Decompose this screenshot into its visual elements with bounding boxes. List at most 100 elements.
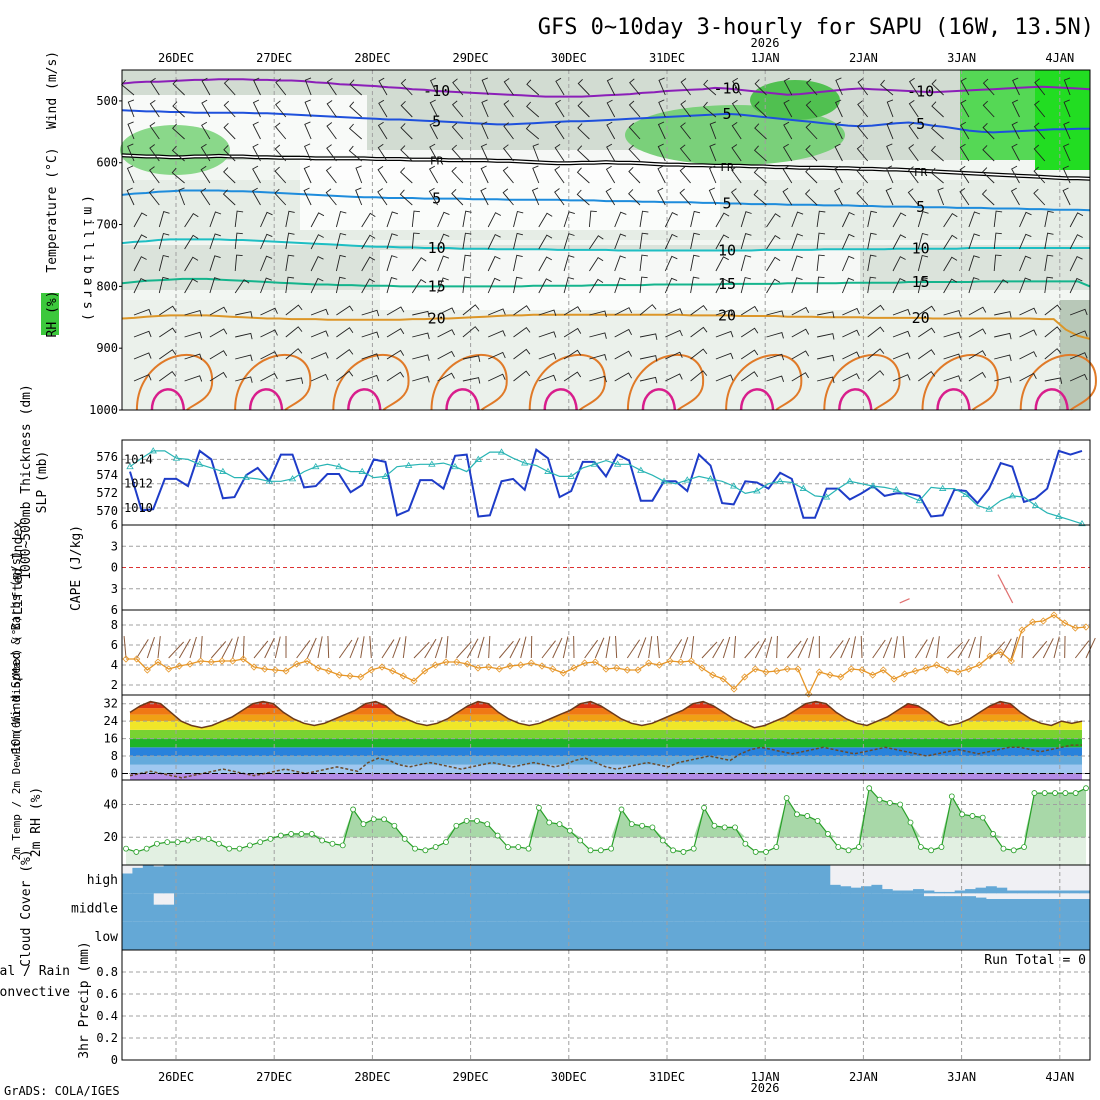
wind-barb-530 bbox=[1044, 377, 1063, 384]
wind-barb-142 bbox=[834, 143, 843, 162]
wind-barb-147 bbox=[959, 143, 970, 162]
contour-label-2-0: FR bbox=[430, 155, 444, 168]
cloud-high-57 bbox=[715, 865, 727, 894]
wind-barb-38 bbox=[127, 99, 135, 118]
wind-barb-519 bbox=[766, 375, 785, 382]
rh2m-marker-6 bbox=[185, 837, 191, 844]
contour-label-3-0: 5 bbox=[432, 190, 441, 208]
wind10-marker-68 bbox=[847, 665, 855, 673]
wind-barb-26 bbox=[783, 77, 793, 96]
sfc-temp-loop-6 bbox=[626, 353, 704, 411]
cloud-high-32 bbox=[455, 865, 466, 894]
wind-barb-506 bbox=[437, 372, 455, 382]
sfc-barb-17 bbox=[306, 637, 317, 659]
wind-barb-220 bbox=[885, 187, 894, 206]
cloud-low-74 bbox=[892, 921, 904, 950]
wind-barb-246 bbox=[588, 210, 597, 228]
rh2m-marker-79 bbox=[938, 844, 945, 850]
wind-barb-360 bbox=[589, 278, 604, 294]
wind10-marker-29 bbox=[431, 661, 439, 669]
rh2m-marker-72 bbox=[866, 785, 873, 792]
wind10-marker-71 bbox=[879, 666, 887, 674]
sfc-barb-70 bbox=[872, 639, 886, 659]
wind-barb-130 bbox=[532, 143, 540, 162]
rh-clear-2 bbox=[380, 250, 860, 310]
wind-barb-392 bbox=[437, 307, 456, 316]
wind-barb-152 bbox=[126, 165, 135, 184]
cloud-middle-46 bbox=[600, 893, 612, 922]
wind-barb-361 bbox=[614, 277, 626, 294]
wind-barb-161 bbox=[355, 165, 363, 184]
sfc-barb-67 bbox=[840, 637, 851, 659]
wind-barb-228 bbox=[133, 212, 148, 228]
cloud-middle-81 bbox=[965, 896, 977, 922]
cloud-middle-60 bbox=[746, 893, 758, 922]
rh-moist-3 bbox=[1035, 70, 1090, 170]
wind-barb-257 bbox=[867, 210, 877, 228]
wind-barb-508 bbox=[488, 373, 506, 382]
wind-barb-480 bbox=[740, 349, 759, 360]
sfc-hot-loop-10 bbox=[1034, 388, 1069, 411]
wind-barb-99 bbox=[709, 121, 717, 140]
wind-barb-36 bbox=[1034, 78, 1046, 96]
wind-barb-406 bbox=[791, 306, 810, 316]
wind-barb-409 bbox=[867, 304, 885, 316]
wind-barb-308 bbox=[234, 254, 243, 272]
wind-barb-77 bbox=[149, 122, 160, 140]
ylabel-slp: SLP (mb) bbox=[35, 451, 50, 514]
cloud-high-48 bbox=[621, 865, 633, 894]
cape-ylabels: Lifted Index CAPE (J/kg) bbox=[11, 521, 84, 615]
wind-barb-86 bbox=[377, 121, 388, 140]
wind-barb-203 bbox=[451, 188, 464, 206]
cloud-low-24 bbox=[371, 921, 383, 950]
wind-barb-234 bbox=[285, 210, 295, 228]
wind-barb-320 bbox=[538, 256, 553, 272]
wind-barb-455 bbox=[1069, 330, 1088, 338]
cloud-middle-69 bbox=[840, 893, 852, 922]
wind-barb-116 bbox=[171, 145, 185, 162]
wind-barb-311 bbox=[310, 256, 324, 272]
wind-barb-170 bbox=[576, 167, 590, 184]
wind10-marker-69 bbox=[858, 666, 866, 674]
wind-barb-476 bbox=[639, 355, 658, 362]
temp-tick-2: 16 bbox=[104, 732, 118, 746]
wind-barb-41 bbox=[201, 99, 211, 118]
wind-barb-434 bbox=[538, 331, 557, 338]
temp-line bbox=[129, 700, 1083, 729]
cloud-middle-79 bbox=[944, 896, 956, 922]
wind-barb-468 bbox=[437, 350, 455, 360]
wind-barb-428 bbox=[386, 328, 405, 338]
wind10-marker-58 bbox=[741, 673, 749, 681]
sfc-barb-24 bbox=[381, 639, 395, 659]
cloud-low-11 bbox=[236, 921, 248, 950]
wind-barb-65 bbox=[805, 100, 818, 118]
cloud-middle-12 bbox=[246, 893, 258, 922]
sfc-hot-loop-3 bbox=[347, 388, 382, 411]
wind-barb-461 bbox=[260, 351, 278, 360]
thick-marker-56 bbox=[776, 477, 784, 484]
wind-barb-66 bbox=[834, 99, 843, 118]
cloud-middle-72 bbox=[871, 893, 883, 922]
wind-barb-124 bbox=[377, 143, 388, 162]
wind-barb-358 bbox=[538, 278, 552, 294]
wind-barb-256 bbox=[841, 211, 855, 228]
series-line-1 bbox=[129, 450, 1083, 525]
sfc-temp-loop-8 bbox=[823, 353, 901, 411]
wind-barb-260 bbox=[943, 212, 958, 228]
wind10-marker-41 bbox=[559, 669, 567, 677]
sfc-barb-84 bbox=[1021, 636, 1024, 659]
wind-barb-424 bbox=[285, 326, 303, 338]
cloud-low-25 bbox=[382, 921, 394, 950]
wind-barb-529 bbox=[1019, 372, 1037, 382]
cloud-low-32 bbox=[455, 921, 466, 950]
wind-barb-126 bbox=[429, 143, 438, 162]
cloud-middle-9 bbox=[215, 893, 227, 922]
rh2m-marker-93 bbox=[1083, 785, 1089, 792]
cloud-low-43 bbox=[569, 921, 581, 950]
cloud-layer-label-1: middle bbox=[71, 902, 118, 917]
cloud-low-8 bbox=[205, 921, 217, 950]
cloud-high-23 bbox=[361, 865, 373, 894]
wind-barb-446 bbox=[842, 329, 860, 338]
cloud-low-91 bbox=[1069, 921, 1081, 950]
rh2m-marker-83 bbox=[979, 814, 986, 821]
